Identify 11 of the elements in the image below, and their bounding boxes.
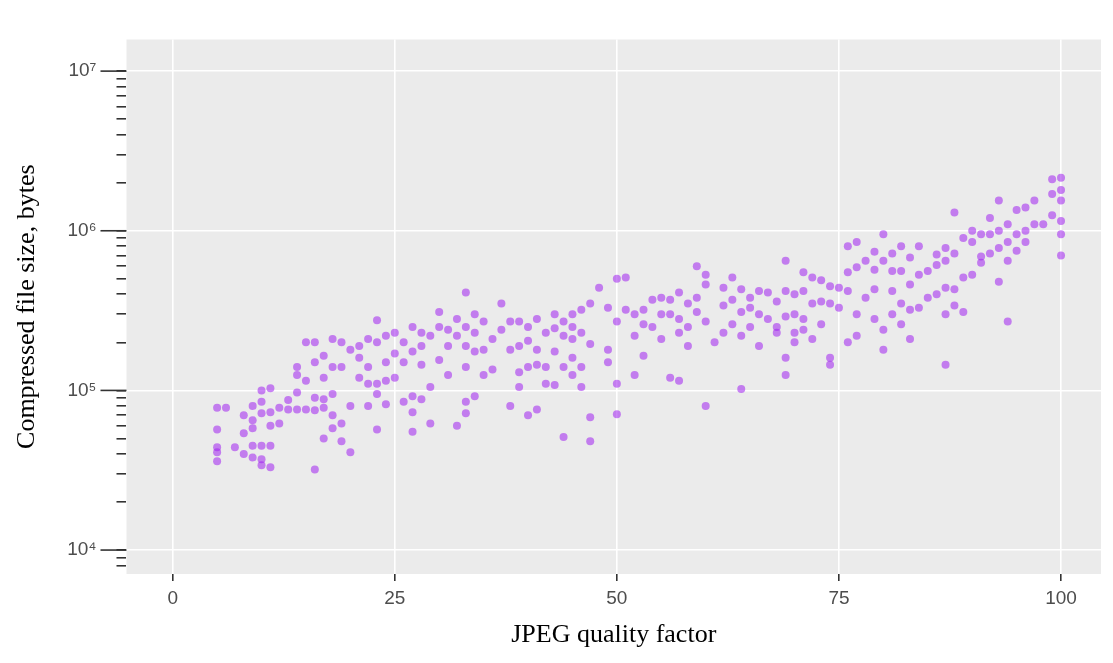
y-tick-label: 10⁷ [68, 59, 97, 81]
y-tick-label: 10⁶ [67, 219, 97, 240]
y-tick-label: 10⁵ [67, 378, 97, 400]
x-tick-label: 50 [606, 586, 628, 608]
y-tick-label: 10⁴ [67, 538, 97, 560]
x-tick-label: 0 [167, 586, 178, 608]
x-tick-label: 75 [828, 586, 850, 608]
y-axis-title: Compressed file size, bytes [11, 164, 41, 449]
x-axis-title: JPEG quality factor [511, 619, 717, 649]
x-tick-label: 100 [1045, 586, 1077, 608]
x-tick-label: 25 [384, 586, 406, 608]
